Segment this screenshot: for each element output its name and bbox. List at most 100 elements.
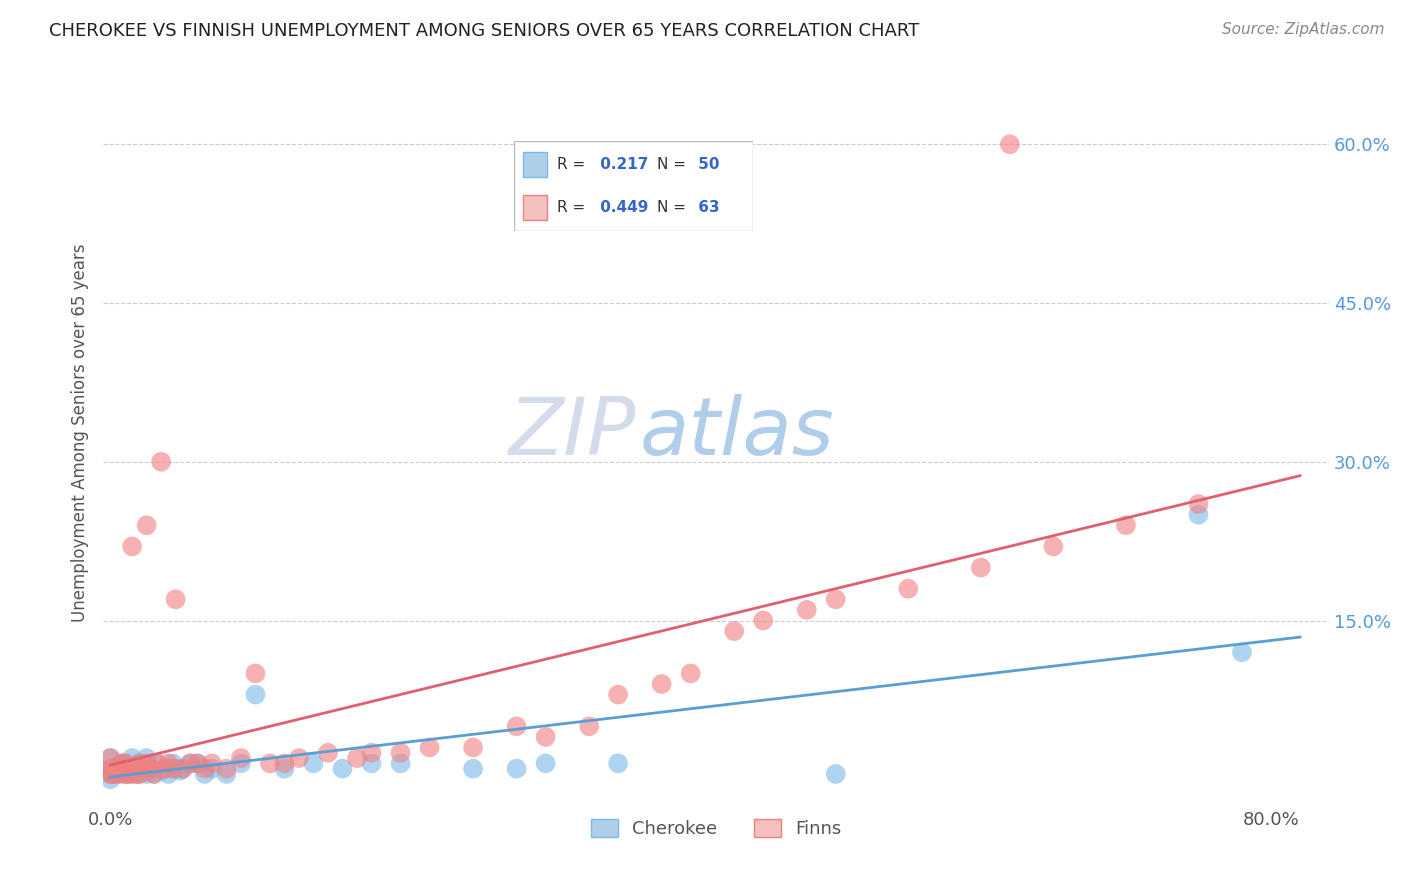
Point: [461, 740, 484, 755]
Point: [215, 762, 238, 776]
Point: [534, 730, 557, 744]
Point: [157, 767, 180, 781]
Point: [100, 762, 122, 776]
Point: [100, 751, 122, 765]
Point: [100, 767, 122, 781]
Point: [172, 762, 194, 776]
Point: [118, 762, 141, 776]
FancyBboxPatch shape: [523, 153, 547, 178]
Text: Source: ZipAtlas.com: Source: ZipAtlas.com: [1222, 22, 1385, 37]
Point: [229, 751, 252, 765]
Point: [796, 603, 818, 617]
Point: [155, 762, 177, 776]
Point: [1042, 540, 1064, 554]
Point: [1115, 518, 1137, 533]
Point: [419, 740, 441, 755]
Point: [125, 767, 148, 781]
Point: [229, 756, 252, 771]
Text: N =: N =: [658, 157, 686, 172]
Point: [970, 560, 993, 574]
Text: 0.217: 0.217: [595, 157, 648, 172]
Point: [103, 767, 125, 781]
Point: [117, 762, 139, 776]
Point: [110, 762, 132, 776]
Point: [534, 756, 557, 771]
Point: [100, 762, 122, 776]
Point: [139, 762, 162, 776]
Point: [114, 767, 136, 781]
Point: [169, 764, 191, 778]
Point: [139, 762, 162, 776]
Point: [157, 756, 180, 771]
Text: 63: 63: [693, 200, 720, 215]
Point: [103, 762, 125, 776]
Point: [162, 762, 184, 776]
Point: [578, 719, 600, 733]
Point: [360, 756, 382, 771]
Point: [162, 756, 184, 771]
Point: [128, 767, 150, 781]
FancyBboxPatch shape: [523, 195, 547, 220]
Legend: Cherokee, Finns: Cherokee, Finns: [583, 812, 849, 846]
Point: [135, 751, 157, 765]
Point: [1230, 645, 1253, 659]
Point: [194, 767, 217, 781]
Point: [607, 756, 630, 771]
Point: [100, 772, 122, 787]
Point: [131, 762, 153, 776]
Point: [121, 751, 143, 765]
Point: [118, 767, 141, 781]
Point: [135, 756, 157, 771]
Point: [128, 756, 150, 771]
Point: [505, 762, 527, 776]
Text: atlas: atlas: [640, 393, 835, 472]
Point: [201, 756, 224, 771]
Point: [461, 762, 484, 776]
Point: [165, 592, 187, 607]
Point: [128, 767, 150, 781]
Point: [186, 756, 208, 771]
Point: [245, 666, 267, 681]
Point: [135, 767, 157, 781]
Point: [107, 762, 129, 776]
Text: 50: 50: [693, 157, 720, 172]
Point: [142, 767, 165, 781]
Point: [110, 762, 132, 776]
Point: [104, 767, 127, 781]
Point: [172, 762, 194, 776]
Point: [752, 614, 775, 628]
Point: [121, 762, 143, 776]
Point: [131, 762, 153, 776]
Point: [150, 764, 173, 778]
Point: [824, 767, 846, 781]
Point: [824, 592, 846, 607]
Point: [273, 762, 295, 776]
Point: [100, 751, 122, 765]
Point: [273, 756, 295, 771]
Point: [651, 677, 673, 691]
Point: [114, 756, 136, 771]
Point: [1187, 497, 1209, 511]
Point: [179, 756, 201, 771]
Text: ZIP: ZIP: [509, 393, 637, 472]
Point: [679, 666, 702, 681]
Point: [121, 540, 143, 554]
FancyBboxPatch shape: [513, 142, 754, 231]
Point: [259, 756, 281, 771]
Text: 0.449: 0.449: [595, 200, 648, 215]
Point: [332, 762, 354, 776]
Point: [125, 767, 148, 781]
Point: [135, 518, 157, 533]
Point: [108, 767, 131, 781]
Text: CHEROKEE VS FINNISH UNEMPLOYMENT AMONG SENIORS OVER 65 YEARS CORRELATION CHART: CHEROKEE VS FINNISH UNEMPLOYMENT AMONG S…: [49, 22, 920, 40]
Point: [165, 762, 187, 776]
Point: [607, 688, 630, 702]
Point: [101, 767, 124, 781]
Point: [155, 762, 177, 776]
Point: [360, 746, 382, 760]
Point: [346, 751, 368, 765]
Point: [146, 756, 169, 771]
Point: [389, 746, 412, 760]
Point: [146, 756, 169, 771]
Point: [142, 767, 165, 781]
